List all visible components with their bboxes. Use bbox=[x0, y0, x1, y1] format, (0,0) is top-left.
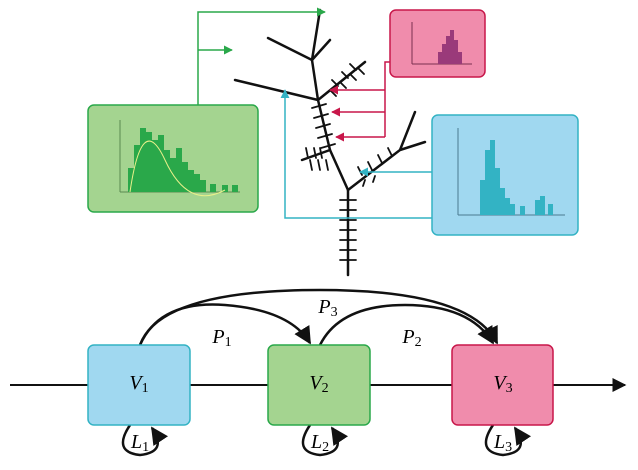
subscript: 2 bbox=[322, 440, 329, 455]
loop-label: L2 bbox=[310, 431, 329, 456]
symbol: L bbox=[493, 431, 505, 453]
symbol: P bbox=[317, 296, 330, 318]
histogram-panel-pink bbox=[390, 10, 485, 77]
subscript: 2 bbox=[415, 335, 422, 350]
loop-label: L1 bbox=[130, 431, 149, 456]
symbol: L bbox=[310, 431, 322, 453]
subscript: 1 bbox=[142, 440, 149, 455]
subscript: 3 bbox=[505, 440, 512, 455]
symbol: P bbox=[211, 326, 224, 348]
subscript: 2 bbox=[322, 381, 329, 396]
diagram: V1 V2 V3 P1 P2 P3 L1 L2 L3 bbox=[0, 0, 638, 465]
transition-label: P3 bbox=[317, 296, 337, 321]
histogram-panel-green bbox=[88, 105, 258, 212]
subscript: 3 bbox=[506, 381, 513, 396]
transition-label: P2 bbox=[401, 326, 421, 351]
symbol: L bbox=[130, 431, 142, 453]
symbol: P bbox=[401, 326, 414, 348]
subscript: 1 bbox=[142, 381, 149, 396]
transition-label: P1 bbox=[211, 326, 231, 351]
subscript: 1 bbox=[225, 335, 232, 350]
loop-label: L3 bbox=[493, 431, 512, 456]
histogram-panel-blue bbox=[432, 115, 578, 235]
subscript: 3 bbox=[331, 305, 338, 320]
